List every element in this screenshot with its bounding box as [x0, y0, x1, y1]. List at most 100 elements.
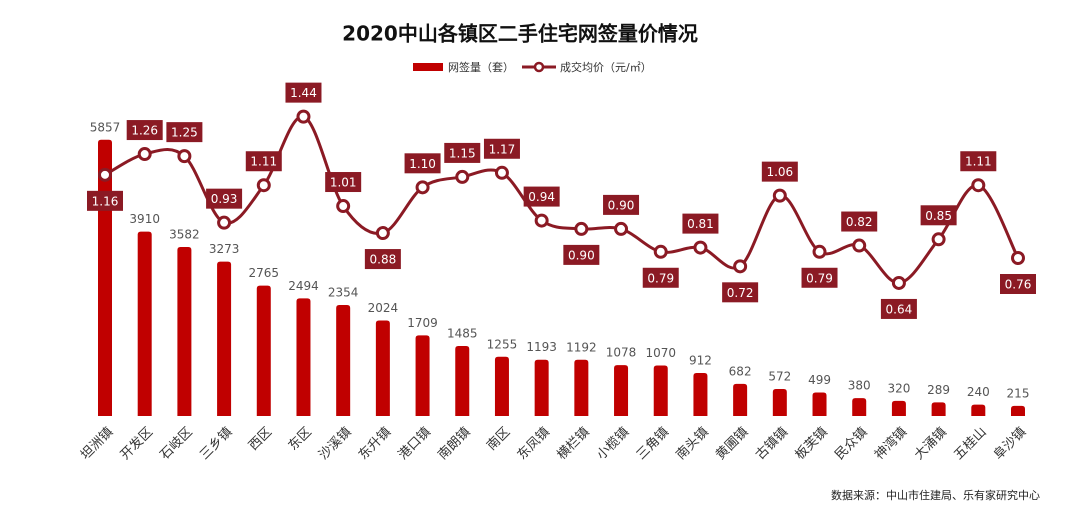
legend-swatch: [413, 63, 443, 71]
bar-value-label: 1193: [526, 340, 557, 354]
price-label: 0.88: [370, 253, 397, 267]
price-label: 1.25: [171, 126, 198, 140]
price-label: 1.06: [766, 165, 793, 179]
bar-value-label: 3273: [209, 242, 240, 256]
price-label: 1.16: [92, 194, 119, 208]
price-label: 1.15: [449, 146, 476, 160]
price-label-box: [722, 282, 759, 303]
bar-value-label: 215: [1007, 386, 1030, 400]
price-label: 1.44: [290, 86, 317, 100]
bar-value-label: 2024: [368, 301, 399, 315]
legend-label: 成交均价（元/㎡）: [560, 60, 652, 74]
price-label: 1.11: [250, 155, 277, 169]
x-tick-label: 五桂山: [951, 425, 989, 463]
price-label-box: [285, 82, 322, 103]
price-marker: [614, 221, 629, 236]
price-label-box: [364, 249, 401, 270]
price-label: 0.90: [608, 198, 635, 212]
price-label-box: [483, 138, 520, 159]
bar-value-label: 1192: [566, 340, 597, 354]
x-tick-label: 西区: [246, 425, 275, 454]
price-label: 0.94: [528, 190, 555, 204]
price-label-box: [444, 142, 481, 163]
price-label-box: [1000, 274, 1036, 294]
price-label-box: [126, 120, 163, 141]
price-marker: [375, 226, 390, 241]
x-tick-label: 港口镇: [396, 425, 434, 463]
price-marker: [812, 244, 827, 259]
price-marker: [534, 213, 549, 228]
price-label: 0.93: [211, 192, 238, 206]
price-label-box: [563, 244, 600, 265]
price-marker: [931, 232, 946, 247]
bar: [177, 247, 192, 416]
bar: [653, 365, 668, 416]
x-tick-label: 南区: [484, 424, 514, 454]
price-label: 0.81: [687, 217, 714, 231]
bar-value-label: 499: [808, 373, 831, 387]
bar: [852, 398, 867, 416]
price-label: 1.26: [131, 124, 158, 138]
x-tick-label: 东升镇: [356, 425, 394, 463]
bar: [534, 359, 549, 416]
bar-value-label: 3910: [129, 212, 160, 226]
x-tick-label: 黄圃镇: [713, 425, 751, 463]
bar: [891, 400, 906, 416]
bar-value-label: 2765: [249, 266, 280, 280]
bar: [574, 359, 589, 416]
x-tick-label: 板芙镇: [793, 425, 831, 463]
price-marker: [733, 259, 748, 274]
bar-value-label: 289: [927, 383, 950, 397]
x-tick-label: 民众镇: [832, 425, 870, 463]
bar: [217, 261, 232, 416]
x-tick-label: 阜沙镇: [990, 424, 1029, 463]
price-marker: [217, 215, 232, 230]
price-label: 0.82: [846, 215, 873, 229]
x-tick-label: 三乡镇: [197, 425, 235, 463]
x-tick-label: 横栏镇: [554, 425, 592, 463]
bar-value-label: 912: [689, 353, 712, 367]
price-label-box: [642, 267, 679, 288]
source-note: 数据来源：中山市住建局、乐有家研究中心: [831, 488, 1040, 502]
bar-value-label: 1070: [645, 346, 676, 360]
price-label-box: [880, 298, 917, 319]
price-label: 1.01: [330, 176, 357, 190]
bar-value-label: 240: [967, 385, 990, 399]
price-marker: [177, 149, 192, 164]
bar-value-label: 1709: [407, 316, 438, 330]
price-marker: [574, 221, 589, 236]
x-tick-label: 小榄镇: [593, 424, 632, 463]
x-tick-label: 东凤镇: [515, 425, 553, 463]
bar-value-label: 3582: [169, 228, 200, 242]
price-marker: [772, 188, 787, 203]
x-tick-label: 南朗镇: [435, 424, 474, 463]
x-tick-label: 三角镇: [634, 425, 672, 463]
price-label-box: [404, 153, 441, 174]
chart-title: 2020中山各镇区二手住宅网签量价情况: [342, 22, 698, 46]
price-marker: [852, 238, 867, 253]
price-marker: [455, 169, 470, 184]
price-label-box: [245, 151, 282, 172]
x-tick-label: 古镇镇: [753, 425, 791, 463]
price-label-box: [87, 190, 123, 211]
bar: [137, 231, 152, 416]
bar-value-label: 2494: [288, 279, 319, 293]
price-label: 0.64: [886, 302, 913, 316]
legend-marker: [533, 61, 545, 73]
bar: [971, 404, 986, 416]
bar: [455, 345, 470, 416]
price-label-box: [841, 211, 878, 232]
price-label-box: [523, 186, 560, 207]
price-label-box: [960, 151, 997, 172]
bar-value-label: 1485: [447, 326, 478, 340]
price-marker: [137, 147, 152, 162]
bar: [733, 383, 748, 416]
price-label: 1.10: [409, 157, 436, 171]
bar: [614, 365, 629, 416]
x-tick-label: 开发区: [117, 424, 156, 463]
x-tick-label: 南头镇: [673, 424, 712, 463]
price-marker: [415, 180, 430, 195]
bar-value-label: 682: [729, 364, 752, 378]
bar-value-label: 572: [768, 370, 791, 384]
